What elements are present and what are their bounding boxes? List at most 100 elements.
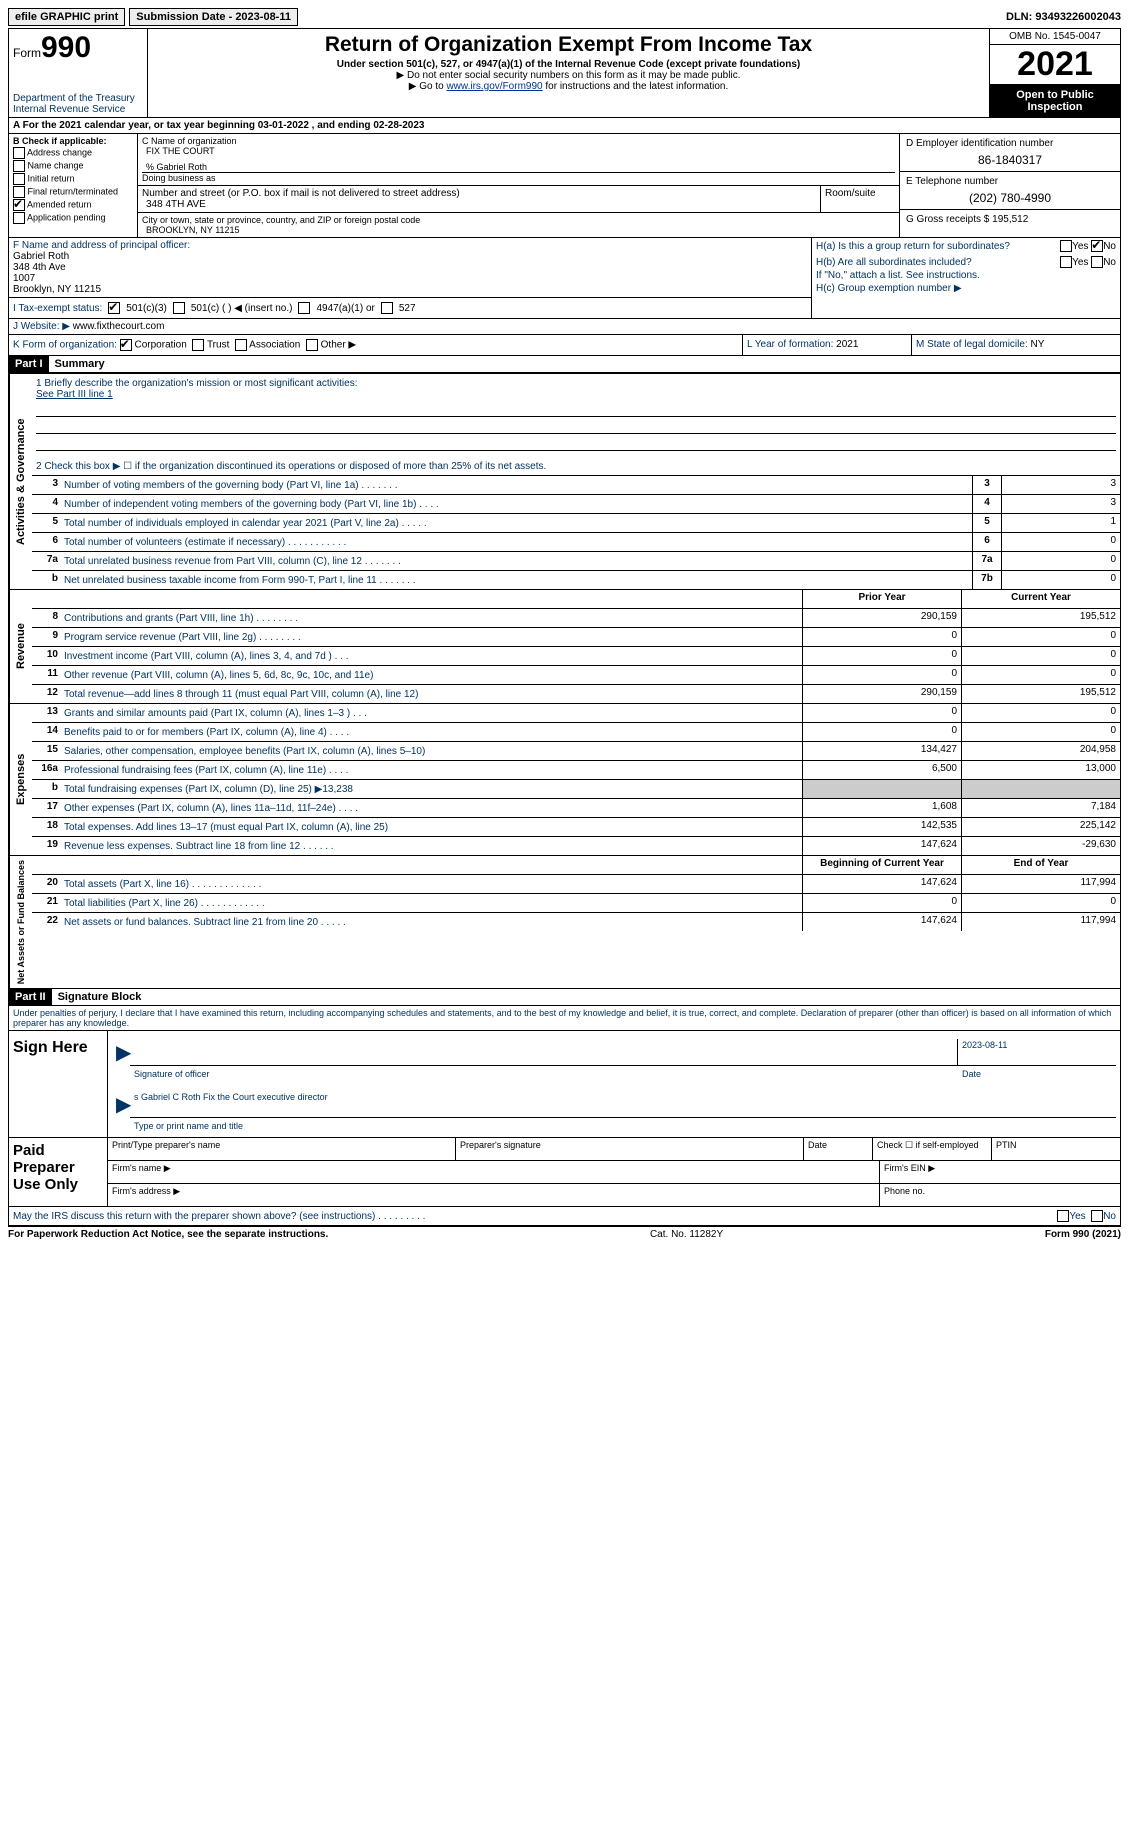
hb-no[interactable] (1091, 256, 1103, 268)
chk-4947[interactable] (298, 302, 310, 314)
summary-line: 15Salaries, other compensation, employee… (32, 742, 1120, 761)
tax-year: 2021 (990, 45, 1120, 85)
sig-officer-label: Signature of officer (130, 1068, 958, 1084)
efile-print-button[interactable]: efile GRAPHIC print (8, 8, 125, 26)
chk-amended-return[interactable] (13, 199, 25, 211)
form-footer-id: Form 990 (2021) (1045, 1229, 1121, 1240)
mission-value: See Part III line 1 (36, 389, 1116, 400)
summary-line: 7aTotal unrelated business revenue from … (32, 552, 1120, 571)
chk-trust[interactable] (192, 339, 204, 351)
chk-501c[interactable] (173, 302, 185, 314)
firm-ein-label: Firm's EIN ▶ (880, 1161, 1120, 1183)
summary-line: 3Number of voting members of the governi… (32, 476, 1120, 495)
hc-label: H(c) Group exemption number ▶ (816, 283, 1116, 294)
paid-preparer-label: Paid Preparer Use Only (9, 1138, 108, 1206)
discuss-yes[interactable] (1057, 1210, 1069, 1222)
ein-label: D Employer identification number (906, 138, 1114, 149)
summary-line: 5Total number of individuals employed in… (32, 514, 1120, 533)
paperwork-notice: For Paperwork Reduction Act Notice, see … (8, 1229, 328, 1240)
row-klm: K Form of organization: Corporation Trus… (8, 335, 1121, 356)
chk-initial-return[interactable] (13, 173, 25, 185)
open-inspection: Open to Public Inspection (990, 85, 1120, 117)
chk-501c3[interactable] (108, 302, 120, 314)
chk-application-pending[interactable] (13, 212, 25, 224)
chk-other[interactable] (306, 339, 318, 351)
dln-label: DLN: 93493226002043 (1006, 11, 1121, 23)
sign-date: 2023-08-11 (957, 1039, 1116, 1066)
summary-line: 8Contributions and grants (Part VIII, li… (32, 609, 1120, 628)
ha-yes[interactable] (1060, 240, 1072, 252)
addr-label: Number and street (or P.O. box if mail i… (142, 188, 816, 199)
signature-block: Under penalties of perjury, I declare th… (8, 1006, 1121, 1226)
form-subtitle: Under section 501(c), 527, or 4947(a)(1)… (152, 59, 985, 70)
vlabel-expenses: Expenses (9, 704, 32, 855)
cat-no: Cat. No. 11282Y (328, 1229, 1045, 1240)
summary-line: 10Investment income (Part VIII, column (… (32, 647, 1120, 666)
summary-body: Activities & Governance 1 Briefly descri… (8, 373, 1121, 989)
ptin-label: PTIN (992, 1138, 1120, 1160)
submission-date-button[interactable]: Submission Date - 2023-08-11 (129, 8, 298, 26)
discuss-no[interactable] (1091, 1210, 1103, 1222)
summary-line: 12Total revenue—add lines 8 through 11 (… (32, 685, 1120, 703)
chk-address-change[interactable] (13, 147, 25, 159)
name-title-label: Type or print name and title (130, 1120, 1116, 1136)
summary-line: 22Net assets or fund balances. Subtract … (32, 913, 1120, 931)
hb-note: If "No," attach a list. See instructions… (816, 270, 1116, 281)
city-state-zip: BROOKLYN, NY 11215 (142, 225, 895, 235)
officer-label: F Name and address of principal officer: (13, 240, 807, 251)
chk-corporation[interactable] (120, 339, 132, 351)
summary-line: 13Grants and similar amounts paid (Part … (32, 704, 1120, 723)
summary-line: 21Total liabilities (Part X, line 26) . … (32, 894, 1120, 913)
part2-header: Part II Signature Block (8, 989, 1121, 1006)
officer-group-row: F Name and address of principal officer:… (8, 238, 1121, 319)
page-footer: For Paperwork Reduction Act Notice, see … (8, 1226, 1121, 1242)
form-title: Return of Organization Exempt From Incom… (152, 33, 985, 57)
date-label: Date (958, 1068, 1116, 1084)
summary-line: 19Revenue less expenses. Subtract line 1… (32, 837, 1120, 855)
sign-here-label: Sign Here (9, 1031, 108, 1137)
room-suite-label: Room/suite (821, 186, 899, 212)
tax-exempt-label: I Tax-exempt status: (13, 303, 102, 314)
summary-line: 17Other expenses (Part IX, column (A), l… (32, 799, 1120, 818)
form-note1: ▶ Do not enter social security numbers o… (152, 70, 985, 81)
begin-year-hdr: Beginning of Current Year (802, 856, 961, 874)
street-address: 348 4TH AVE (142, 199, 816, 210)
gross-label: G Gross receipts $ (906, 214, 992, 225)
gross-receipts: 195,512 (992, 214, 1028, 225)
omb-number: OMB No. 1545-0047 (990, 29, 1120, 45)
summary-line: 9Program service revenue (Part VIII, lin… (32, 628, 1120, 647)
chk-name-change[interactable] (13, 160, 25, 172)
preparer-name-label: Print/Type preparer's name (108, 1138, 456, 1160)
officer-addr3: Brooklyn, NY 11215 (13, 284, 807, 295)
summary-line: 6Total number of volunteers (estimate if… (32, 533, 1120, 552)
part1-header: Part I Summary (8, 356, 1121, 373)
current-year-hdr: Current Year (961, 590, 1120, 608)
org-name: FIX THE COURT (142, 146, 895, 156)
top-bar: efile GRAPHIC print Submission Date - 20… (8, 8, 1121, 26)
chk-association[interactable] (235, 339, 247, 351)
officer-name: Gabriel Roth (13, 251, 807, 262)
org-name-label: C Name of organization (142, 136, 895, 146)
dept-treasury: Department of the Treasury (13, 93, 143, 104)
perjury-text: Under penalties of perjury, I declare th… (9, 1006, 1120, 1030)
discuss-label: May the IRS discuss this return with the… (13, 1211, 1057, 1222)
chk-527[interactable] (381, 302, 393, 314)
ha-no[interactable] (1091, 240, 1103, 252)
city-label: City or town, state or province, country… (142, 215, 895, 225)
summary-line: 20Total assets (Part X, line 16) . . . .… (32, 875, 1120, 894)
officer-printed-name: s Gabriel C Roth Fix the Court executive… (130, 1091, 1116, 1118)
irs-label: Internal Revenue Service (13, 104, 143, 115)
summary-line: 18Total expenses. Add lines 13–17 (must … (32, 818, 1120, 837)
hb-label: H(b) Are all subordinates included? (816, 257, 1060, 268)
care-of: % Gabriel Roth (142, 162, 895, 173)
firm-addr-label: Firm's address ▶ (108, 1184, 880, 1206)
ein-value: 86-1840317 (906, 153, 1114, 167)
preparer-date-label: Date (804, 1138, 873, 1160)
hb-yes[interactable] (1060, 256, 1072, 268)
officer-addr2: 1007 (13, 273, 807, 284)
summary-line: 16aProfessional fundraising fees (Part I… (32, 761, 1120, 780)
form-number: Form990 (13, 31, 143, 65)
summary-line: 11Other revenue (Part VIII, column (A), … (32, 666, 1120, 685)
irs-link[interactable]: www.irs.gov/Form990 (446, 81, 542, 92)
summary-line: bNet unrelated business taxable income f… (32, 571, 1120, 589)
